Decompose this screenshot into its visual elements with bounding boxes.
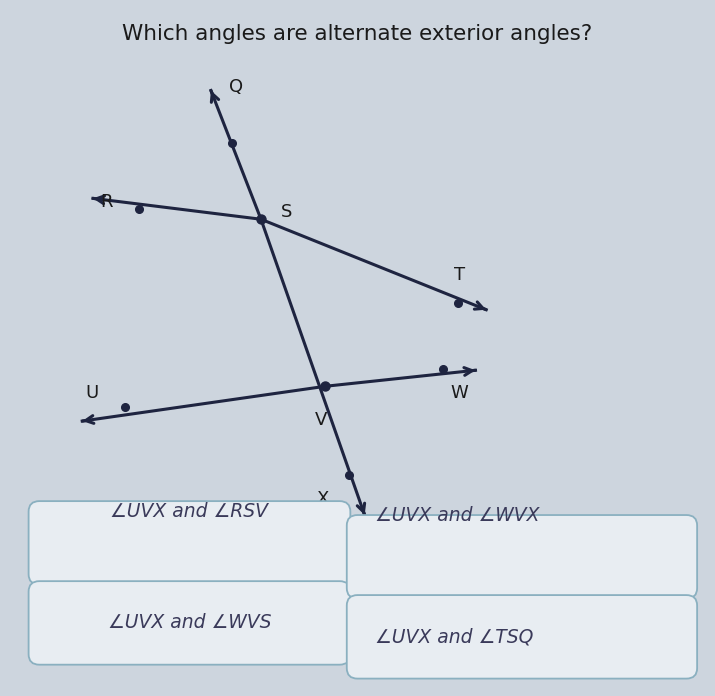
FancyBboxPatch shape xyxy=(347,595,697,679)
Text: U: U xyxy=(86,384,99,402)
Text: R: R xyxy=(100,193,112,211)
Text: X: X xyxy=(317,490,329,508)
FancyBboxPatch shape xyxy=(29,581,350,665)
FancyBboxPatch shape xyxy=(29,501,350,585)
Text: ∠UVX and ∠RSV: ∠UVX and ∠RSV xyxy=(111,502,268,521)
Text: ∠UVX and ∠WVS: ∠UVX and ∠WVS xyxy=(108,613,271,633)
Text: ∠UVX and ∠WVX: ∠UVX and ∠WVX xyxy=(375,505,540,525)
Text: S: S xyxy=(281,203,292,221)
Text: W: W xyxy=(450,384,468,402)
Text: Q: Q xyxy=(229,78,243,96)
Text: T: T xyxy=(454,266,465,284)
FancyBboxPatch shape xyxy=(347,515,697,599)
Text: V: V xyxy=(315,411,327,429)
Text: ∠UVX and ∠TSQ: ∠UVX and ∠TSQ xyxy=(375,627,534,647)
Text: Which angles are alternate exterior angles?: Which angles are alternate exterior angl… xyxy=(122,24,593,45)
